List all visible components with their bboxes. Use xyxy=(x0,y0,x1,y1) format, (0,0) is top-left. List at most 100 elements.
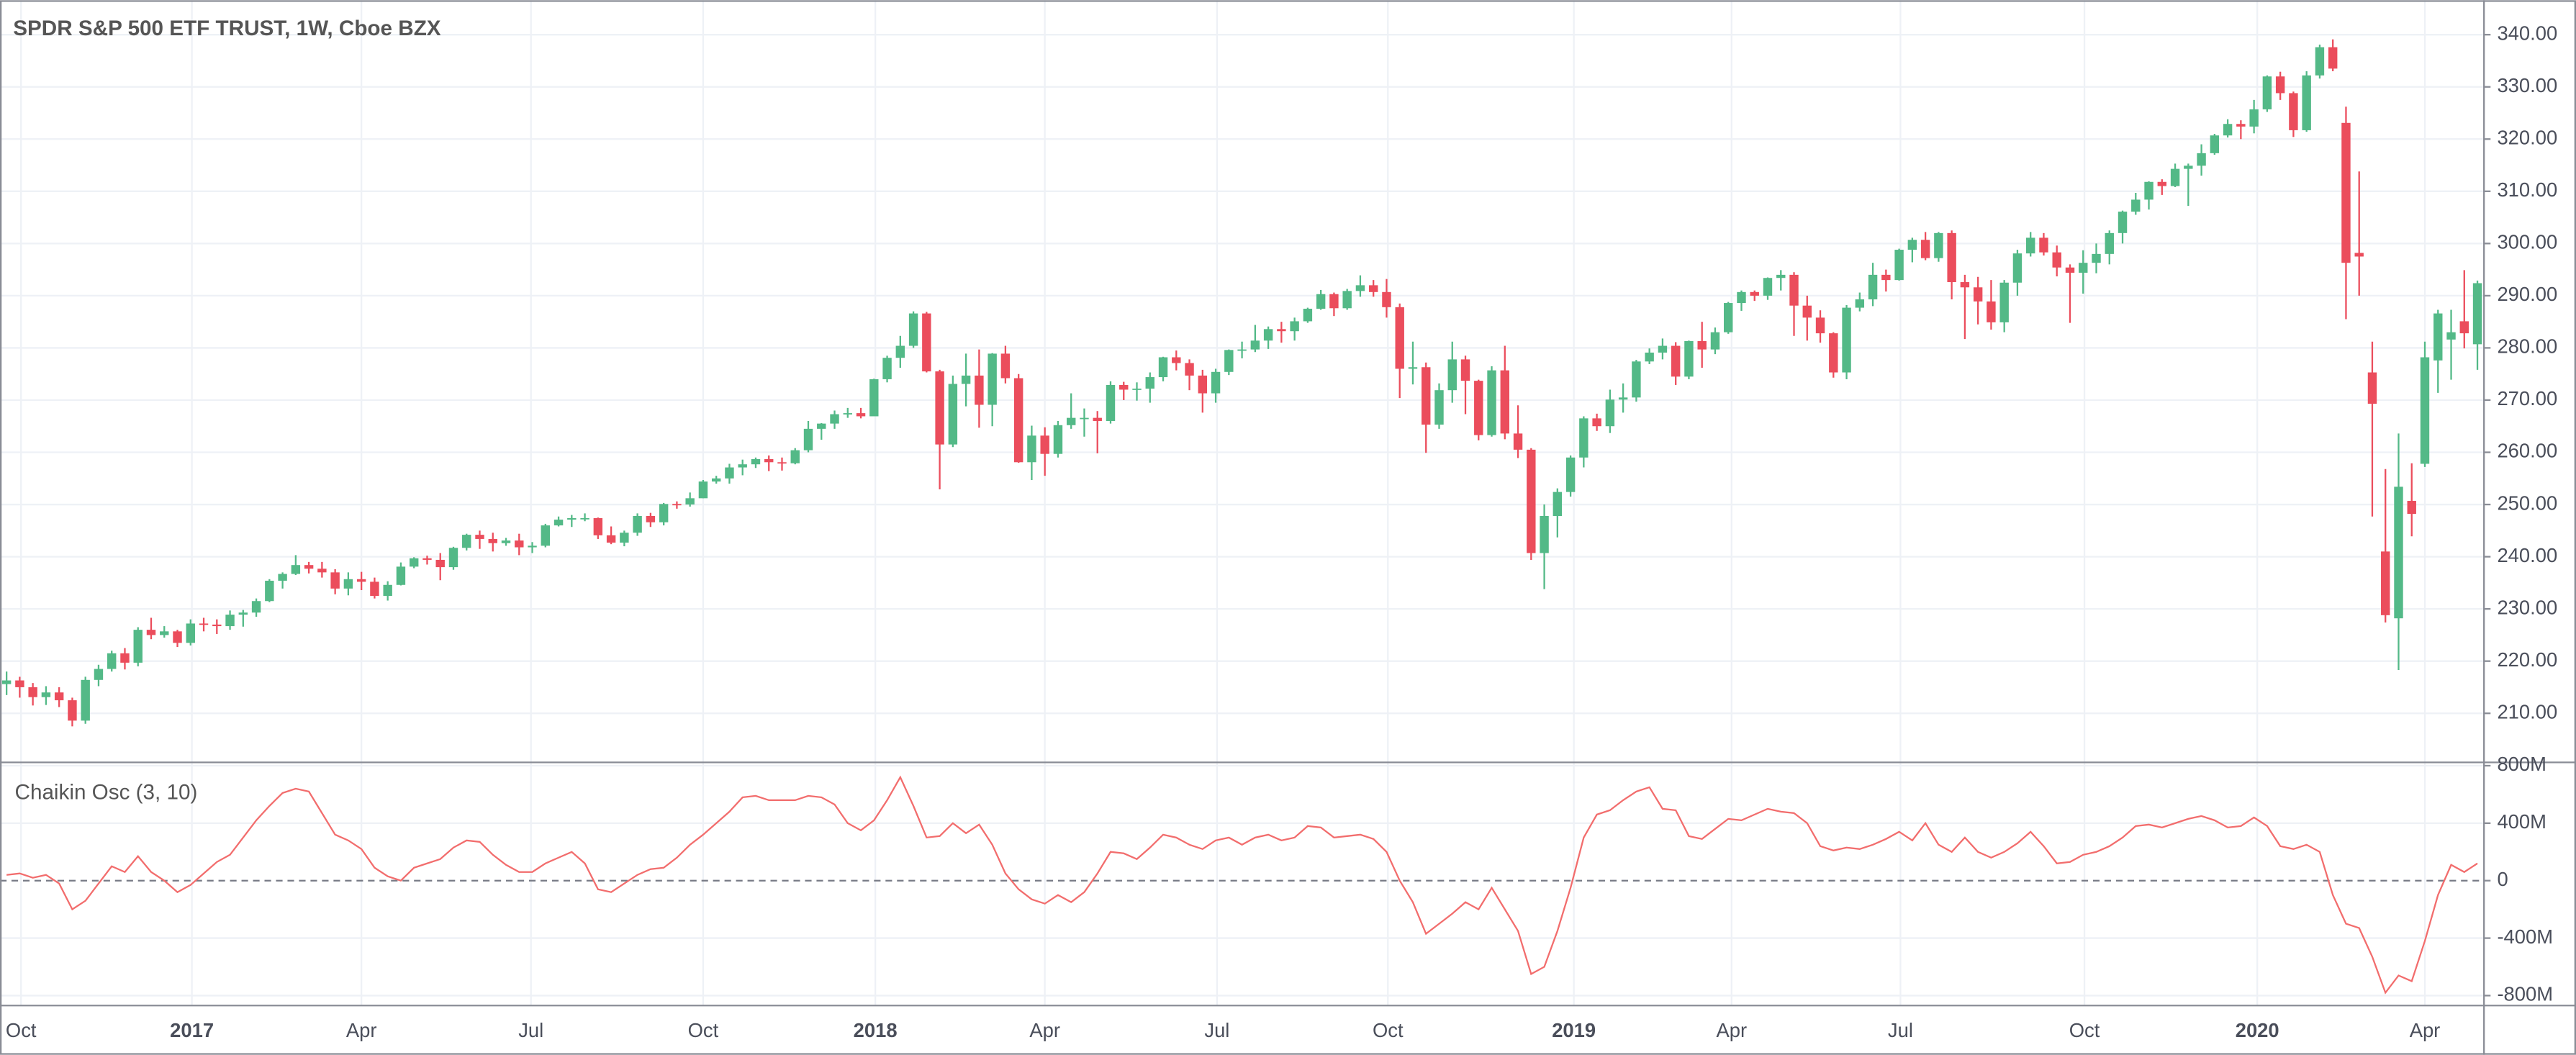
candle-body xyxy=(2433,313,2443,361)
candle-body xyxy=(1277,329,1286,332)
candle-body xyxy=(593,517,603,535)
candle-body xyxy=(2144,181,2154,200)
candle-body xyxy=(2118,212,2128,233)
candle-body xyxy=(238,612,248,615)
candle-body xyxy=(1579,418,1588,458)
candle-body xyxy=(1342,291,1352,309)
candle-body xyxy=(1422,367,1431,425)
candle-body xyxy=(2197,153,2206,166)
candle-body xyxy=(1658,345,1668,353)
candle-body xyxy=(488,538,497,543)
candle-body xyxy=(317,569,327,573)
candle-body xyxy=(1329,294,1339,309)
candle-body xyxy=(856,413,866,417)
candle-body xyxy=(2012,253,2023,283)
candle-body xyxy=(2184,166,2193,169)
candle-body xyxy=(1632,361,1641,398)
candle-body xyxy=(1185,363,1194,376)
candle-body xyxy=(1316,294,1326,309)
candle-body xyxy=(304,565,314,569)
candle-body xyxy=(1724,303,1733,332)
candle-body xyxy=(1382,291,1391,307)
candle-body xyxy=(1460,359,1470,381)
x-tick-label: Oct xyxy=(2069,1019,2100,1041)
candle-body xyxy=(1027,435,1036,463)
candle-body xyxy=(777,462,787,464)
candle-body xyxy=(186,623,195,643)
candle-body xyxy=(1960,282,1970,288)
candle-body xyxy=(1395,307,1404,369)
candle-body xyxy=(1474,381,1483,435)
candle-body xyxy=(2039,237,2048,253)
candle-body xyxy=(1106,384,1116,421)
candle-body xyxy=(1263,329,1273,341)
candle-body xyxy=(2275,76,2285,94)
candle-body xyxy=(2170,168,2180,186)
y-tick-label: 310.00 xyxy=(2497,178,2557,201)
candle-body xyxy=(133,630,143,663)
candle-body xyxy=(1907,240,1917,250)
candle-body xyxy=(961,375,971,384)
candle-body xyxy=(409,558,419,567)
candle-body xyxy=(265,580,274,602)
candle-body xyxy=(1987,301,1996,322)
candle-body xyxy=(2420,357,2430,464)
candle-body xyxy=(1868,274,1878,299)
oscillator-line xyxy=(6,775,2478,995)
candle-body xyxy=(2157,181,2167,186)
y-tick-label: 220.00 xyxy=(2497,648,2557,671)
candle-body xyxy=(1763,278,1773,296)
candle-body xyxy=(1750,291,1759,296)
candle-body xyxy=(1947,232,1956,283)
candle-body xyxy=(54,692,64,701)
y-tick-label: 320.00 xyxy=(2497,127,2557,149)
candle-body xyxy=(1999,282,2009,322)
candle-body xyxy=(1973,287,1983,302)
candle-body xyxy=(606,535,616,543)
candle-body xyxy=(803,428,813,450)
candle-body xyxy=(120,653,130,663)
candle-body xyxy=(160,631,169,635)
candle-body xyxy=(1527,449,1536,553)
candle-body xyxy=(2262,76,2272,109)
candle-body xyxy=(1224,350,1234,372)
candle-body xyxy=(2341,122,2351,263)
candle-body xyxy=(764,458,774,463)
candle-body xyxy=(908,313,918,346)
candle-body xyxy=(1172,357,1181,363)
candle-body xyxy=(2249,109,2259,127)
candle-body xyxy=(1881,274,1891,281)
y-tick-label: 260.00 xyxy=(2497,440,2557,462)
candle-body xyxy=(975,375,984,405)
candle-body xyxy=(475,535,484,539)
candle-body xyxy=(1934,232,1943,258)
candle-body xyxy=(515,540,524,548)
candle-body xyxy=(1565,457,1576,492)
y-tick-label: -400M xyxy=(2497,925,2553,948)
candle-body xyxy=(1145,377,1154,389)
candle-body xyxy=(1842,307,1851,373)
candle-body xyxy=(790,450,800,463)
candle-body xyxy=(1776,274,1786,279)
candle-body xyxy=(2289,93,2298,130)
candle-body xyxy=(1737,291,1746,304)
candle-body xyxy=(422,558,432,560)
candle-body xyxy=(1250,340,1260,350)
y-tick-label: 0 xyxy=(2497,868,2508,890)
candle-body xyxy=(2407,500,2416,515)
candle-body xyxy=(2052,252,2061,268)
candle-body xyxy=(1671,345,1681,377)
y-tick-label: 270.00 xyxy=(2497,387,2557,409)
candle-body xyxy=(2328,47,2338,69)
candle-body xyxy=(1487,370,1496,435)
candle-body xyxy=(935,371,944,445)
candle-body xyxy=(672,504,682,506)
candle-body xyxy=(1080,417,1089,420)
candle-body xyxy=(2302,75,2311,130)
candle-body xyxy=(1829,333,1838,373)
x-tick-label: Jul xyxy=(1204,1019,1229,1041)
candle-body xyxy=(396,566,406,585)
y-tick-label: 230.00 xyxy=(2497,596,2557,618)
